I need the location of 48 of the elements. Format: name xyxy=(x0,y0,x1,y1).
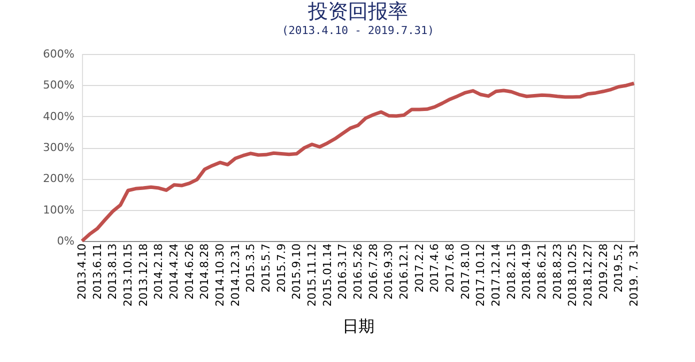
x-tick-label: 2013.8.13 xyxy=(106,244,120,300)
y-tick-label: 0% xyxy=(57,234,74,248)
x-tick-label: 2017.8.10 xyxy=(458,244,472,300)
x-tick-label: 2016.5.26 xyxy=(352,244,364,300)
y-tick-label: 400% xyxy=(43,110,74,123)
x-tick-label: 2015.5.7 xyxy=(260,244,272,292)
x-tick-label: 2015.01.14 xyxy=(320,244,334,306)
x-tick-label: 2018.8.23 xyxy=(550,244,564,300)
y-tick-label: 100% xyxy=(43,203,74,216)
x-tick-label: 2018.12.27 xyxy=(582,244,594,306)
x-tick-label: 2016.12.1 xyxy=(398,244,410,300)
x-tick-label: 2017.4.6 xyxy=(428,244,442,292)
x-tick-label: 2017.12.14 xyxy=(490,244,502,306)
x-tick-label: 2013.6.11 xyxy=(90,244,104,300)
x-tick-label: 2014.6.26 xyxy=(182,244,196,300)
x-tick-label: 2016.7.28 xyxy=(366,244,380,300)
x-tick-label: 2014.8.28 xyxy=(198,244,212,300)
x-tick-label: 2016.3.17 xyxy=(336,244,350,300)
x-tick-label: 2014.4.24 xyxy=(168,244,180,300)
x-tick-label: 2017.6.8 xyxy=(444,244,456,292)
x-tick-label: 2016.9.30 xyxy=(382,244,396,300)
x-tick-label: 2018.4.19 xyxy=(520,244,534,300)
line-series xyxy=(80,82,636,243)
x-tick-label: 2017.2.2 xyxy=(412,244,426,292)
x-tick-label: 2013.10.15 xyxy=(122,244,134,306)
x-tick-label: 2019.5.2 xyxy=(612,244,626,292)
y-tick-label: 300% xyxy=(43,141,74,154)
x-tick-label: 2013.4.10 xyxy=(76,244,88,300)
x-tick-label: 2015.7.9 xyxy=(274,244,288,292)
y-tick-label: 200% xyxy=(43,172,74,186)
chart-subtitle: (2013.4.10 - 2019.7.31) xyxy=(282,24,434,37)
x-tick-label: 2015.11.12 xyxy=(306,244,318,306)
x-tick-label: 2014.10.30 xyxy=(214,244,226,306)
x-tick-label: 2019.2.28 xyxy=(596,244,610,300)
x-tick-label: 2014.12.31 xyxy=(228,244,242,306)
x-tick-label: 2018.10.25 xyxy=(566,244,580,306)
x-tick-label: 2019. 7. 31 xyxy=(628,244,640,306)
x-tick-label: 2018.2.15 xyxy=(504,244,518,300)
x-tick-label: 2014.2.18 xyxy=(152,244,166,300)
x-tick-label: 2013.12.18 xyxy=(136,244,150,306)
x-tick-label: 2017.10.12 xyxy=(474,244,488,306)
x-tick-label: 2018.6.21 xyxy=(536,244,548,300)
x-axis-title: 日期 xyxy=(342,316,374,336)
chart-title: 投资回报率 xyxy=(307,0,408,23)
x-tick-label: 2015.3.5 xyxy=(244,244,258,292)
x-tick-label: 2015.9.10 xyxy=(290,244,304,300)
y-tick-label: 600% xyxy=(43,48,74,60)
y-tick-label: 500% xyxy=(43,78,74,92)
